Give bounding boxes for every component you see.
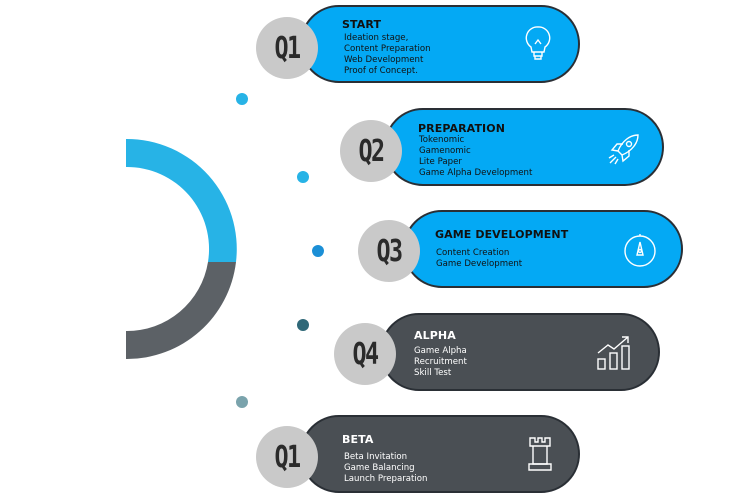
stage-line: Content Creation	[436, 248, 510, 258]
stage-card-5: BETA Beta Invitation Game Balancing Laun…	[300, 415, 580, 493]
stage-line: Recruitment	[414, 357, 467, 367]
rocket-icon	[608, 134, 639, 165]
stage-line: Content Preparation	[344, 44, 431, 54]
stage-card-4: ALPHA Game Alpha Recruitment Skill Test	[380, 313, 660, 391]
stage-title: PREPARATION	[418, 122, 505, 135]
stage-line: Skill Test	[414, 368, 452, 378]
stage-badge-4: Q4	[334, 323, 396, 385]
stage-card-3: GAME DEVELOPMENT Content Creation Game D…	[403, 210, 683, 288]
stage-badge-1: Q1	[256, 17, 318, 79]
stage-title: BETA	[342, 433, 374, 446]
stage-line: Ideation stage,	[344, 33, 409, 43]
stage-line: Game Development	[436, 259, 523, 269]
stage-line: Game Alpha Development	[419, 168, 533, 178]
half-ring-top-blue-segment	[126, 138, 237, 262]
stage-line: Web Development	[344, 55, 424, 65]
connector-dot-3	[312, 245, 324, 257]
stage-badge-5: Q1	[256, 426, 318, 488]
half-ring-bottom-gray-segment	[126, 262, 236, 360]
stage-line: Lite Paper	[419, 157, 462, 167]
stage-title: ALPHA	[414, 329, 456, 342]
chess-rook-icon	[528, 437, 552, 471]
stage-line: Launch Preparation	[344, 474, 428, 484]
stage-line: Game Balancing	[344, 463, 415, 473]
stage-title: GAME DEVELOPMENT	[435, 228, 569, 241]
lightbulb-icon	[525, 26, 551, 60]
stage-badge-2: Q2	[340, 120, 402, 182]
stage-line: Proof of Concept.	[344, 66, 418, 76]
growth-chart-icon	[597, 336, 630, 370]
connector-dot-2	[297, 171, 309, 183]
connector-dot-1	[236, 93, 248, 105]
stage-title: START	[342, 18, 382, 31]
connector-dot-5	[236, 396, 248, 408]
stage-badge-3: Q3	[358, 220, 420, 282]
stage-line: Tokenomic	[419, 135, 465, 145]
stage-line: Beta Invitation	[344, 452, 408, 462]
stage-line: Gamenomic	[419, 146, 471, 156]
stage-card-1: START Ideation stage, Content Preparatio…	[300, 5, 580, 83]
compass-icon	[624, 234, 656, 267]
stage-card-2: PREPARATION Tokenomic Gamenomic Lite Pap…	[384, 108, 664, 186]
connector-dot-4	[297, 319, 309, 331]
stage-line: Game Alpha	[414, 346, 467, 356]
